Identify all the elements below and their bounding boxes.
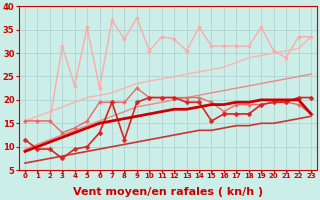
- X-axis label: Vent moyen/en rafales ( kn/h ): Vent moyen/en rafales ( kn/h ): [73, 187, 263, 197]
